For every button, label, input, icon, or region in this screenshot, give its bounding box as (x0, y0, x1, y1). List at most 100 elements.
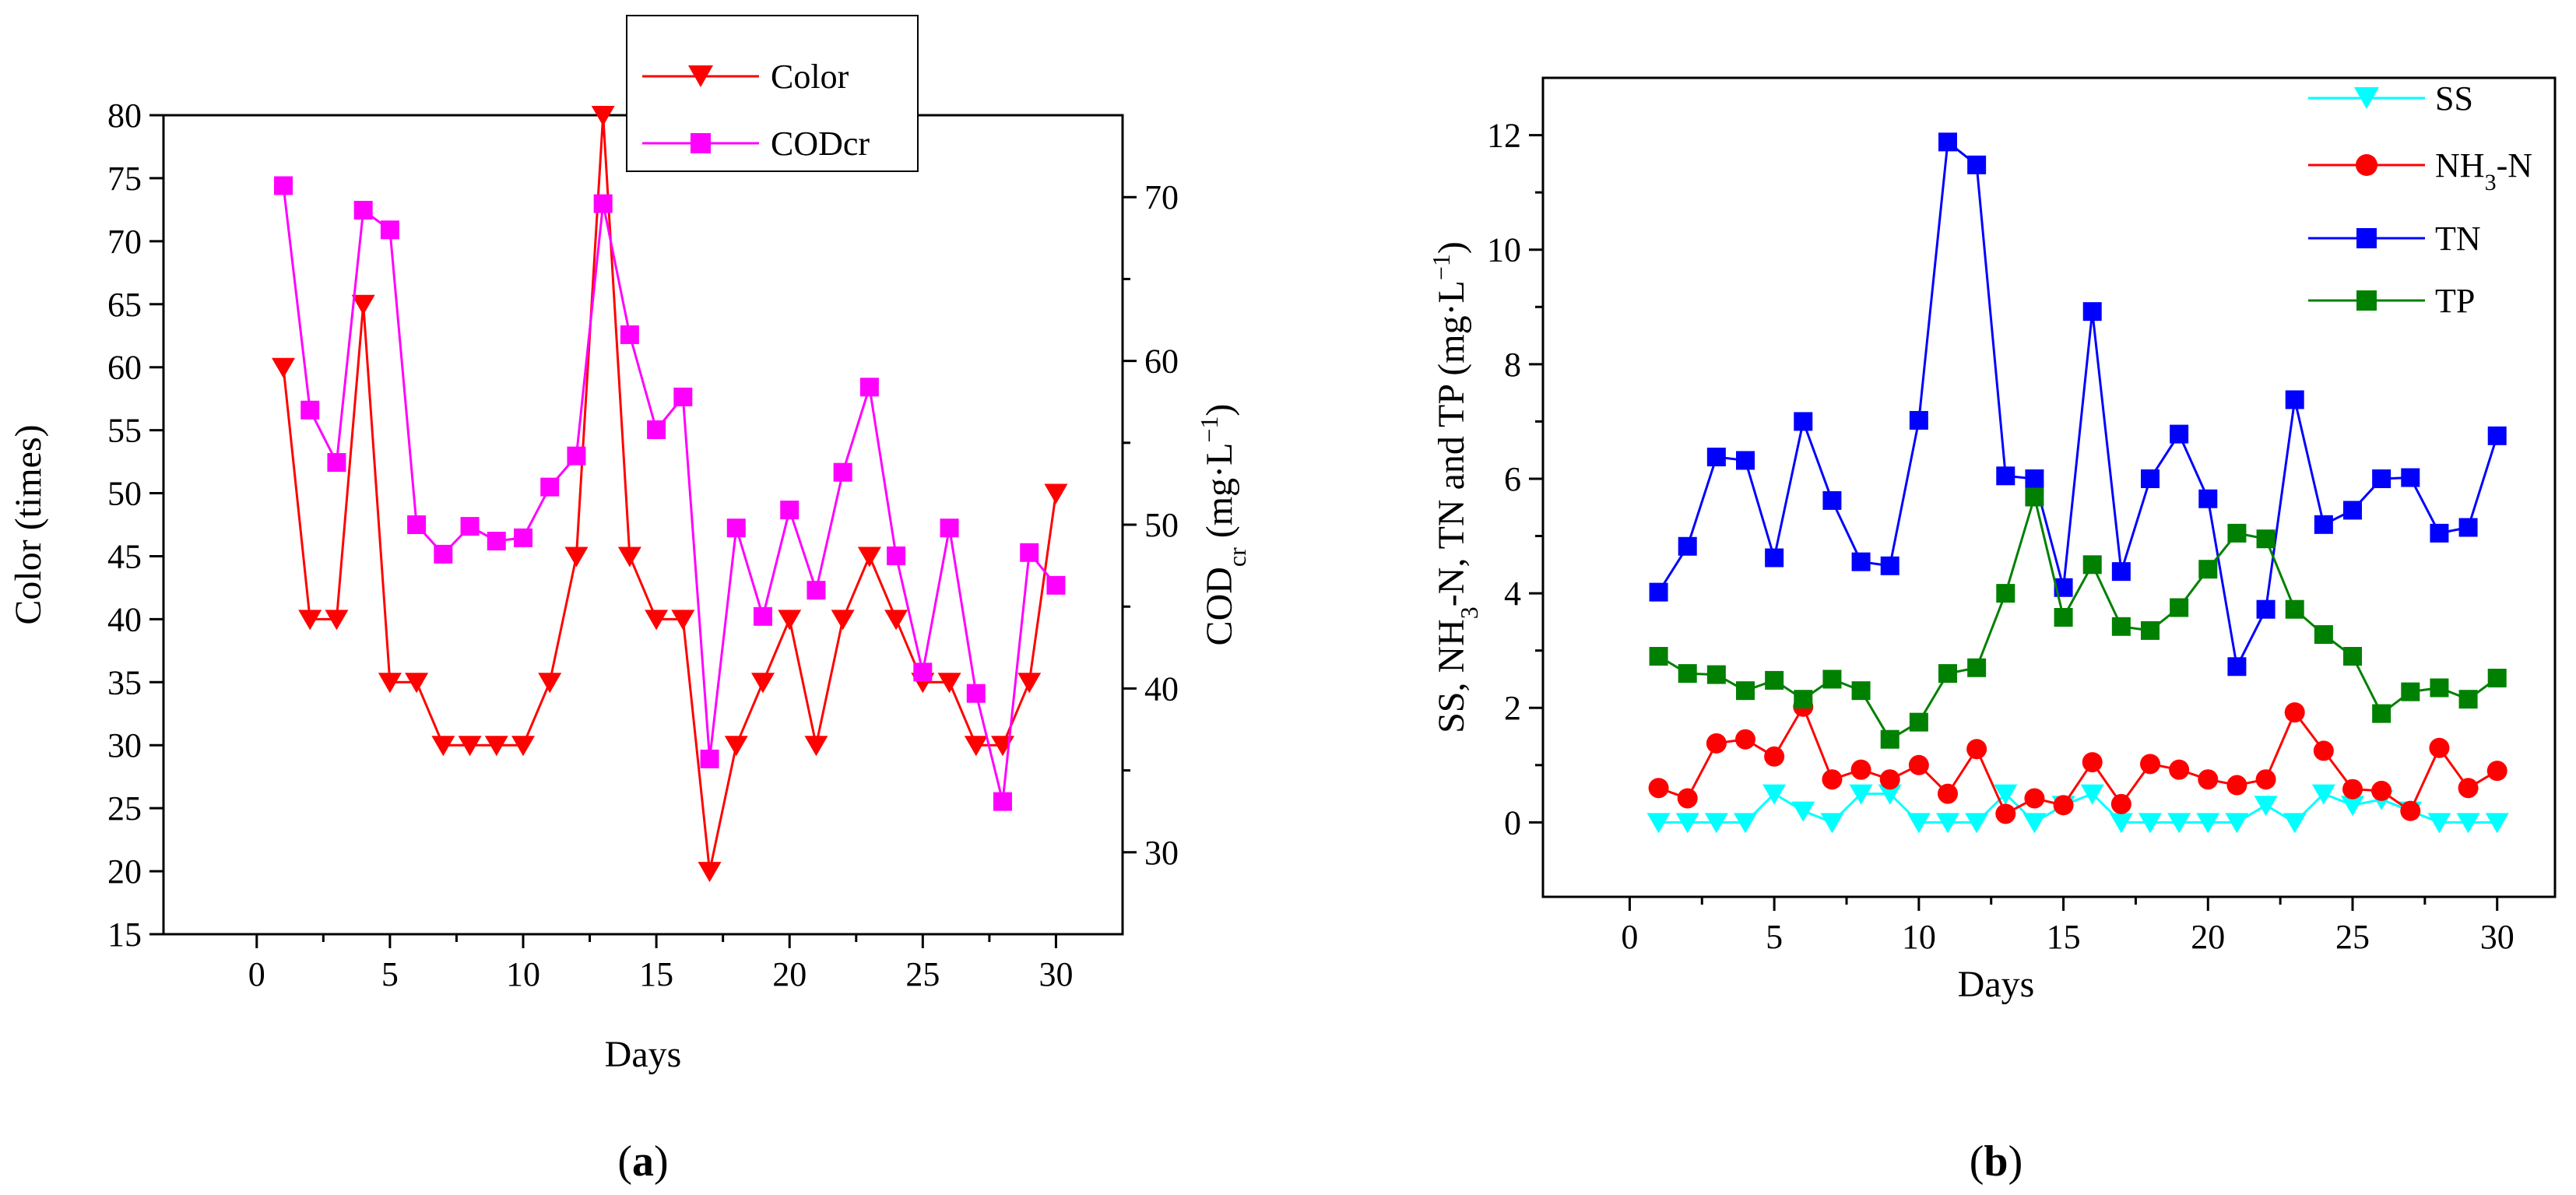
series-nh3n-point-22 (2255, 769, 2276, 790)
y-tick-label-a: 50 (107, 475, 142, 513)
series-tp-point-5 (1765, 670, 1784, 690)
series-nh3n-point-2 (1677, 788, 1698, 809)
y-tick-label-a: 35 (107, 663, 142, 701)
series-tn-point-19 (2170, 424, 2189, 444)
series-color-point-12 (564, 547, 589, 568)
series-ss-point-2 (1675, 813, 1699, 834)
y2-tick-label-a: 60 (1144, 343, 1179, 381)
x-tick-label-a: 10 (506, 955, 540, 993)
series-tn-point-4 (1736, 451, 1755, 470)
legend-marker-ss (2354, 87, 2379, 109)
series-tn-point-28 (2430, 523, 2449, 543)
series-ss-point-30 (2485, 813, 2509, 834)
series-color-point-16 (671, 610, 695, 631)
series-color-point-30 (1044, 483, 1068, 504)
chart-panel-a: 0 5 10 15 20 25 30 15 20 25 30 35 40 45 50 55 60 65 70 75 80… (8, 15, 1251, 1186)
series-tp-point-27 (2401, 682, 2420, 701)
y-tick-label-a: 70 (107, 223, 142, 261)
x-tick-label-b: 25 (2335, 918, 2370, 956)
series-line-tp (1657, 492, 2498, 741)
series-ss-point-25 (2341, 796, 2364, 817)
series-nh3n-point-23 (2284, 702, 2305, 723)
series-color-point-21 (804, 736, 828, 757)
legend-label-color: Color (771, 58, 849, 96)
series-nh3n-point-15 (2053, 795, 2074, 816)
series-tn-point-7 (1822, 490, 1842, 510)
series-tp-point-9 (1880, 729, 1899, 749)
series-color-point-27 (964, 736, 988, 757)
series-tp-point-23 (2285, 599, 2304, 619)
series-ss-point-1 (1646, 813, 1671, 834)
series-ss-point-18 (2138, 813, 2162, 834)
y-tick-label-b: 6 (1504, 460, 1521, 498)
y2-tick-label-a: 40 (1144, 670, 1179, 708)
y-axis-label-a: Color (times) (8, 424, 49, 624)
series-tn-point-13 (1996, 466, 2015, 486)
series-ss-point-5 (1762, 784, 1787, 805)
y-tick-label-a: 20 (107, 852, 142, 891)
series-line-tn (1657, 139, 2499, 671)
series-color-point-14 (617, 547, 641, 568)
y2-tick-label-a: 70 (1144, 178, 1179, 216)
y2-tick-label-a: 50 (1144, 506, 1179, 544)
series-tp-point-22 (2256, 529, 2276, 549)
series-tp-point-29 (2458, 690, 2478, 709)
series-tn-point-25 (2343, 501, 2362, 520)
series-tp-point-25 (2343, 647, 2362, 666)
series-ss-point-29 (2456, 813, 2480, 834)
series-tp-point-24 (2314, 625, 2333, 645)
series-nh3n-point-13 (1995, 803, 2016, 824)
series-codcr-point-25 (913, 663, 933, 682)
series-codcr-point-18 (726, 518, 746, 538)
x-tick-label-a: 30 (1038, 955, 1073, 993)
series-color-point-26 (937, 673, 961, 694)
series-codcr-point-13 (593, 194, 613, 213)
x-tick-label-b: 5 (1766, 918, 1783, 956)
series-color-point-23 (857, 547, 881, 568)
series-tp-point-15 (2054, 607, 2073, 627)
x-axis-label-b: Days (1958, 964, 2035, 1005)
y-tick-label-b: 10 (1487, 231, 1521, 269)
series-tn-point-29 (2458, 518, 2478, 537)
series-ss-point-9 (1878, 784, 1902, 805)
legend-marker-tn (2356, 228, 2377, 248)
series-tn-point-17 (2111, 562, 2131, 582)
y-tick-label-a: 30 (107, 726, 142, 764)
series-codcr-point-23 (859, 378, 879, 397)
series-nh3n-point-17 (2110, 793, 2131, 814)
series-tn-point-21 (2227, 657, 2247, 677)
series-codcr-point-24 (887, 546, 906, 565)
series-codcr-point-30 (1046, 575, 1066, 595)
series-tp-point-21 (2227, 523, 2247, 543)
y2-tick-label-a: 30 (1144, 834, 1179, 872)
x-tick-label-a: 25 (905, 955, 940, 993)
series-tp-point-2 (1678, 664, 1697, 684)
series-nh3n-point-24 (2313, 740, 2334, 761)
series-codcr-point-27 (966, 684, 986, 703)
series-color-point-13 (591, 106, 615, 126)
series-tn-point-1 (1649, 582, 1668, 602)
series-codcr-point-11 (540, 477, 560, 497)
series-codcr-point-16 (673, 387, 693, 406)
y-tick-label-a: 55 (107, 412, 142, 450)
series-nh3n-point-25 (2342, 779, 2363, 800)
series-color-point-8 (458, 736, 482, 757)
x-tick-label-a: 0 (248, 955, 265, 993)
series-codcr-point-14 (620, 325, 639, 344)
y-tick-label-a: 75 (107, 160, 142, 198)
panel-label-a: (a) (617, 1137, 668, 1186)
series-tp-point-16 (2082, 555, 2102, 575)
series-tp-point-1 (1649, 647, 1668, 666)
series-ss-point-24 (2311, 784, 2335, 805)
x-tick-label-b: 30 (2480, 918, 2514, 956)
series-tn-point-14 (2025, 469, 2044, 488)
series-nh3n-point-4 (1735, 729, 1755, 750)
series-codcr-point-10 (514, 528, 532, 547)
legend-marker-tp (2356, 290, 2377, 311)
series-tp-point-11 (1938, 664, 1957, 684)
series-nh3n-point-27 (2400, 800, 2421, 821)
series-tn-point-20 (2198, 489, 2218, 508)
y-tick-label-a: 40 (107, 600, 142, 638)
series-color-point-7 (431, 736, 455, 757)
series-line-codcr (282, 185, 1057, 802)
